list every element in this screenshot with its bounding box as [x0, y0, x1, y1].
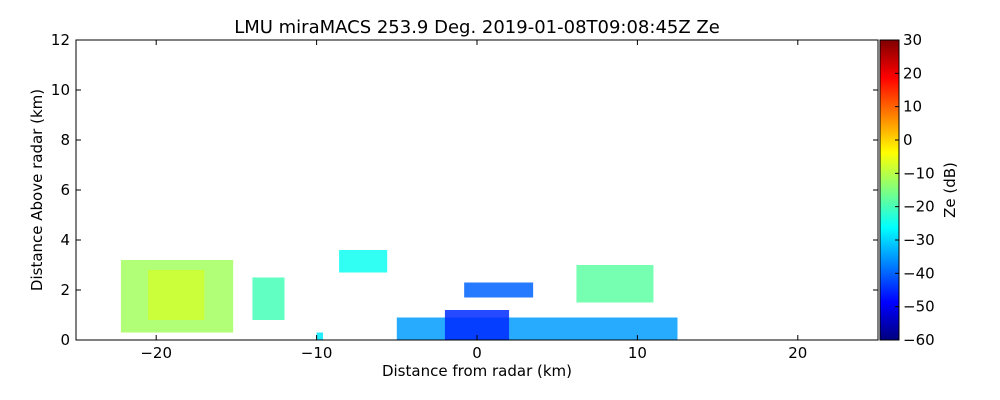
echo-region	[316, 332, 324, 340]
echo-region	[339, 250, 388, 273]
y-tick-label: 2	[60, 281, 70, 299]
x-tick-label: −20	[140, 344, 172, 362]
x-tick-label: −10	[301, 344, 333, 362]
colorbar-ticks: −60 −50 −40 −30 −20 −10 0 10 20 30	[895, 31, 935, 349]
colorbar-title: Ze (dB)	[941, 162, 959, 218]
x-axis: −20 −10 0 10 20	[140, 40, 807, 362]
y-tick-label: 10	[51, 81, 70, 99]
chart-title: LMU miraMACS 253.9 Deg. 2019-01-08T09:08…	[234, 17, 720, 38]
colorbar-tick-label: −60	[903, 331, 935, 349]
echo-region	[464, 282, 534, 298]
echo-region	[148, 270, 205, 320]
colorbar-tick-label: 30	[903, 31, 922, 49]
y-tick-label: 4	[60, 231, 70, 249]
y-axis: 0 2 4 6 8 10 12	[51, 31, 878, 349]
colorbar-tick-label: 20	[903, 64, 922, 82]
echo-region	[252, 277, 285, 320]
y-tick-label: 8	[60, 131, 70, 149]
echo-region	[396, 317, 678, 340]
echo-regions	[120, 250, 678, 340]
colorbar-tick-label: −20	[903, 198, 935, 216]
colorbar-tick-label: −40	[903, 264, 935, 282]
colorbar-tick-label: −50	[903, 298, 935, 316]
x-tick-label: 0	[472, 344, 482, 362]
colorbar-tick-label: −10	[903, 164, 935, 182]
x-tick-label: 20	[788, 344, 807, 362]
y-axis-title: Distance Above radar (km)	[28, 89, 46, 291]
y-tick-label: 12	[51, 31, 70, 49]
y-tick-label: 6	[60, 181, 70, 199]
y-tick-label: 0	[60, 331, 70, 349]
x-tick-label: 10	[628, 344, 647, 362]
colorbar-tick-label: 0	[903, 131, 913, 149]
colorbar-tick-label: −30	[903, 231, 935, 249]
colorbar-tick-label: 10	[903, 98, 922, 116]
colorbar	[879, 39, 900, 341]
echo-region	[576, 265, 654, 303]
x-axis-title: Distance from radar (km)	[382, 362, 572, 380]
